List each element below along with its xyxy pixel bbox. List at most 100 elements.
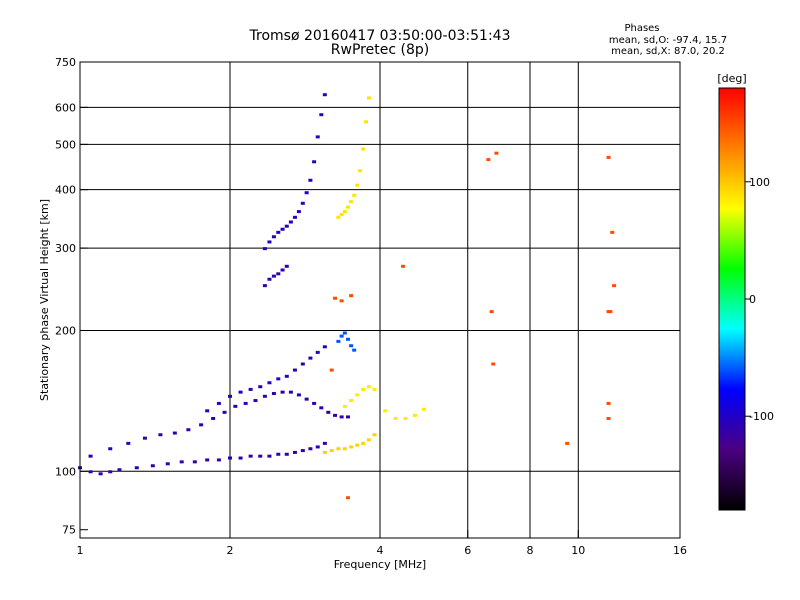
data-point: [383, 409, 388, 413]
data-point: [322, 93, 327, 97]
data-point: [349, 445, 354, 449]
data-point: [608, 310, 613, 314]
data-point: [179, 460, 184, 464]
data-point: [192, 460, 197, 464]
data-point: [165, 462, 170, 466]
data-point: [612, 284, 617, 288]
data-point: [248, 454, 253, 458]
data-point: [280, 268, 285, 272]
data-point: [358, 169, 363, 173]
data-point: [271, 235, 276, 239]
data-point: [216, 401, 221, 405]
data-point: [366, 438, 371, 442]
data-points: [78, 93, 617, 500]
y-tick-label: 600: [55, 101, 76, 114]
data-point: [349, 344, 354, 348]
data-point: [401, 264, 406, 268]
data-point: [300, 201, 305, 205]
y-tick-label: 75: [62, 524, 76, 537]
x-tick-label: 2: [227, 544, 234, 557]
data-point: [361, 147, 366, 151]
data-point: [267, 454, 272, 458]
data-point: [292, 215, 297, 219]
phase-info-o-mode: mean, sd,O: -97.4, 15.7: [609, 35, 727, 46]
data-point: [296, 210, 301, 214]
data-point: [258, 454, 263, 458]
data-point: [342, 210, 347, 214]
data-point: [329, 368, 334, 372]
data-point: [352, 193, 357, 197]
data-point: [342, 404, 347, 408]
data-point: [393, 416, 398, 420]
data-point: [216, 458, 221, 462]
data-point: [205, 409, 210, 413]
data-point: [308, 356, 313, 360]
data-point: [172, 431, 177, 435]
y-tick-label: 750: [55, 56, 76, 69]
data-point: [108, 470, 113, 474]
data-point: [349, 294, 354, 298]
y-tick-label: 100: [55, 465, 76, 478]
data-point: [284, 452, 289, 456]
phase-info-heading: Phases: [624, 23, 659, 34]
data-point: [412, 413, 417, 417]
data-point: [322, 441, 327, 445]
data-point: [300, 449, 305, 453]
data-point: [361, 387, 366, 391]
data-point: [610, 230, 615, 234]
data-point: [355, 183, 360, 187]
data-point: [364, 120, 369, 124]
data-point: [243, 401, 248, 405]
data-point: [248, 387, 253, 391]
data-point: [339, 299, 344, 303]
x-tick-label: 10: [571, 544, 585, 557]
data-point: [117, 468, 122, 472]
data-point: [98, 472, 103, 476]
data-point: [304, 191, 309, 195]
data-point: [228, 394, 232, 398]
data-point: [333, 296, 338, 300]
data-point: [276, 452, 281, 456]
data-point: [486, 158, 491, 162]
data-point: [336, 215, 341, 219]
y-axis-label: Stationary phase Virtual Height [km]: [38, 199, 51, 401]
data-point: [308, 178, 313, 182]
data-point: [322, 450, 327, 454]
data-point: [186, 428, 191, 432]
y-tick-label: 500: [55, 138, 76, 151]
data-point: [262, 284, 267, 288]
data-point: [284, 224, 289, 228]
x-tick-label: 4: [377, 544, 384, 557]
chart-subtitle: RwPretec (8p): [331, 42, 429, 58]
colorbar-tick-label: -100: [749, 410, 774, 423]
x-axis-label: Frequency [MHz]: [334, 558, 426, 571]
data-point: [315, 135, 320, 139]
data-point: [300, 362, 305, 366]
data-point: [288, 390, 293, 394]
data-point: [319, 406, 324, 410]
data-point: [333, 413, 338, 417]
phase-info-x-mode: mean, sd,X: 87.0, 20.2: [611, 46, 725, 57]
data-point: [349, 399, 354, 403]
data-point: [280, 227, 285, 231]
data-point: [352, 348, 357, 352]
data-point: [606, 155, 611, 159]
data-point: [339, 212, 344, 216]
data-point: [205, 458, 210, 462]
data-point: [345, 337, 350, 341]
data-point: [355, 443, 360, 447]
data-point: [228, 456, 232, 460]
data-point: [267, 240, 272, 244]
data-point: [606, 401, 611, 405]
data-point: [134, 466, 139, 470]
data-point: [312, 160, 317, 164]
data-point: [292, 450, 297, 454]
data-point: [262, 394, 267, 398]
data-point: [349, 200, 354, 204]
data-point: [88, 470, 93, 474]
data-point: [150, 464, 155, 468]
data-point: [142, 436, 147, 440]
data-point: [126, 441, 131, 445]
data-point: [565, 441, 570, 445]
data-point: [322, 345, 327, 349]
